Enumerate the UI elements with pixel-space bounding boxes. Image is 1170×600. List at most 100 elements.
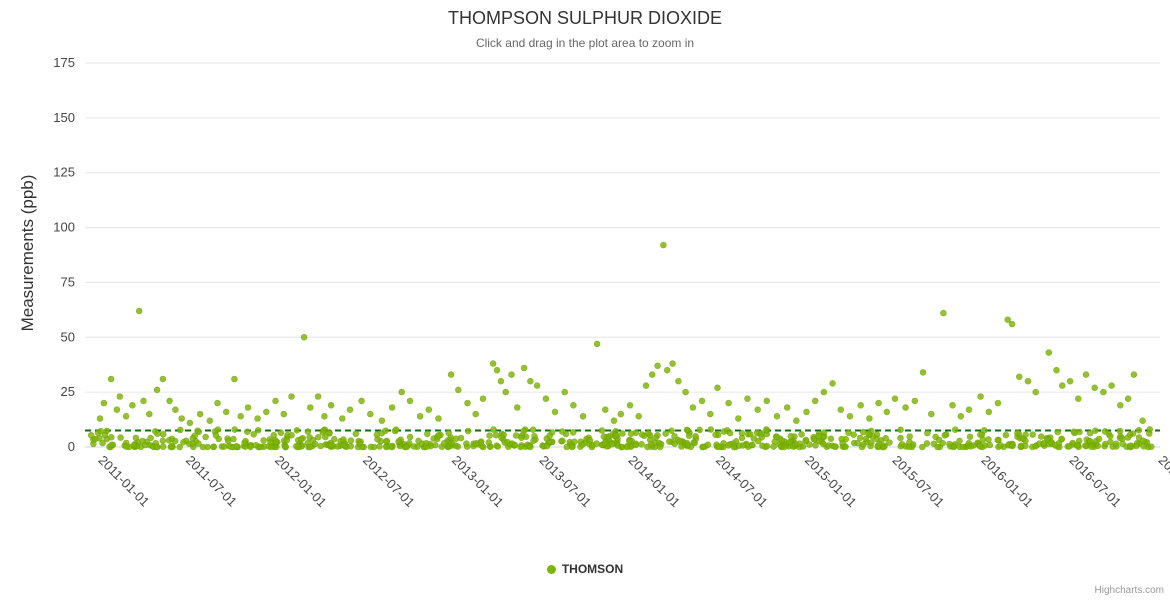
data-point[interactable] — [416, 412, 424, 420]
data-point[interactable] — [668, 427, 675, 435]
data-point[interactable] — [425, 406, 433, 414]
data-point[interactable] — [297, 435, 305, 443]
data-point[interactable] — [754, 406, 762, 414]
data-point[interactable] — [1032, 388, 1039, 396]
data-point[interactable] — [347, 442, 355, 450]
data-point[interactable] — [1148, 443, 1155, 451]
data-point[interactable] — [530, 437, 537, 445]
data-point[interactable] — [1066, 377, 1074, 385]
data-point[interactable] — [195, 440, 202, 447]
data-point[interactable] — [257, 443, 265, 451]
data-point[interactable] — [860, 441, 867, 448]
data-point[interactable] — [108, 433, 115, 441]
data-point[interactable] — [726, 429, 734, 437]
data-point[interactable] — [306, 443, 314, 451]
data-point[interactable] — [691, 439, 699, 447]
data-point[interactable] — [130, 441, 138, 449]
data-point[interactable] — [786, 438, 793, 446]
data-point[interactable] — [850, 431, 858, 439]
data-point[interactable] — [153, 386, 161, 394]
data-point[interactable] — [231, 426, 238, 433]
data-point[interactable] — [176, 443, 183, 451]
data-point[interactable] — [1017, 442, 1025, 450]
data-point[interactable] — [177, 426, 184, 434]
data-point[interactable] — [517, 443, 524, 451]
data-point[interactable] — [1124, 434, 1132, 441]
data-point[interactable] — [857, 401, 865, 409]
data-point[interactable] — [254, 426, 262, 434]
data-point[interactable] — [454, 386, 462, 394]
data-point[interactable] — [367, 443, 375, 451]
data-point[interactable] — [378, 417, 386, 425]
data-point[interactable] — [1117, 401, 1124, 409]
data-point[interactable] — [714, 384, 721, 392]
data-point[interactable] — [159, 437, 167, 445]
data-point[interactable] — [410, 443, 418, 450]
data-point[interactable] — [783, 404, 791, 411]
data-point[interactable] — [244, 428, 251, 436]
data-point[interactable] — [529, 426, 537, 434]
data-point[interactable] — [542, 395, 550, 403]
data-point[interactable] — [147, 434, 154, 442]
data-point[interactable] — [153, 443, 160, 451]
data-point[interactable] — [340, 436, 347, 443]
data-point[interactable] — [1146, 426, 1154, 433]
data-point[interactable] — [859, 428, 867, 436]
data-point[interactable] — [250, 430, 257, 438]
data-point[interactable] — [309, 436, 317, 444]
data-point[interactable] — [682, 388, 689, 396]
data-point[interactable] — [906, 438, 913, 446]
data-point[interactable] — [911, 397, 919, 405]
data-point[interactable] — [1087, 443, 1095, 451]
data-point[interactable] — [976, 431, 984, 439]
data-point[interactable] — [644, 443, 651, 451]
data-point[interactable] — [780, 443, 788, 451]
data-point[interactable] — [675, 377, 682, 385]
data-point[interactable] — [464, 427, 472, 435]
data-point[interactable] — [435, 415, 442, 422]
data-point[interactable] — [635, 412, 643, 420]
data-point[interactable] — [288, 431, 295, 439]
data-point[interactable] — [712, 431, 719, 439]
data-point[interactable] — [260, 437, 267, 444]
data-point[interactable] — [1040, 439, 1047, 447]
data-point[interactable] — [619, 430, 626, 437]
data-point[interactable] — [1127, 442, 1134, 450]
data-point[interactable] — [140, 397, 147, 405]
data-point[interactable] — [569, 429, 577, 436]
data-point[interactable] — [1076, 428, 1083, 436]
data-point[interactable] — [882, 434, 890, 442]
data-point[interactable] — [866, 415, 873, 422]
data-point[interactable] — [746, 430, 754, 438]
data-point[interactable] — [927, 410, 935, 418]
data-point[interactable] — [692, 432, 699, 440]
data-point[interactable] — [327, 441, 335, 449]
data-point[interactable] — [837, 406, 845, 414]
data-point[interactable] — [951, 426, 959, 434]
data-point[interactable] — [445, 429, 453, 437]
data-point[interactable] — [763, 426, 770, 433]
data-point[interactable] — [196, 410, 204, 418]
data-point[interactable] — [773, 412, 781, 420]
data-point[interactable] — [906, 433, 914, 440]
data-point[interactable] — [862, 435, 870, 443]
data-point[interactable] — [1037, 433, 1045, 440]
data-point[interactable] — [1009, 441, 1017, 449]
data-point[interactable] — [829, 380, 836, 387]
data-point[interactable] — [366, 410, 374, 418]
data-point[interactable] — [865, 430, 873, 438]
data-point[interactable] — [720, 439, 727, 447]
data-point[interactable] — [282, 443, 290, 451]
data-point[interactable] — [997, 441, 1004, 449]
data-point[interactable] — [300, 333, 308, 341]
data-point[interactable] — [386, 443, 394, 450]
data-point[interactable] — [763, 397, 771, 405]
data-point[interactable] — [941, 431, 949, 439]
data-point[interactable] — [254, 415, 261, 422]
data-point[interactable] — [923, 440, 931, 447]
data-point[interactable] — [959, 443, 967, 451]
data-point[interactable] — [292, 442, 300, 450]
data-point[interactable] — [632, 441, 640, 449]
data-point[interactable] — [875, 399, 882, 407]
data-point[interactable] — [1075, 395, 1082, 403]
